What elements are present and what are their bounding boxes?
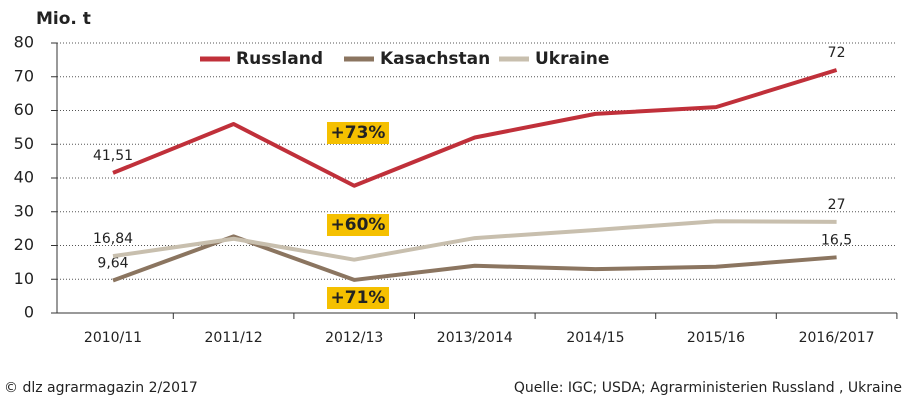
x-tick-label: 2012/13 [325, 330, 383, 346]
y-tick-label: 40 [14, 168, 34, 187]
x-tick-label: 2010/11 [84, 330, 142, 346]
legend-label: Russland [236, 49, 323, 69]
y-tick-label: 80 [14, 33, 34, 52]
annotation: +71% [331, 288, 386, 308]
footer-left: © dlz agrarmagazin 2/2017 [4, 380, 198, 396]
y-tick-label: 30 [14, 201, 34, 220]
value-label: 9,64 [97, 255, 128, 271]
y-tick-label: 70 [14, 66, 34, 85]
x-tick-label: 2013/2014 [437, 330, 513, 346]
x-tick-label: 2014/15 [566, 330, 624, 346]
annotation-box [327, 214, 389, 236]
y-axis-label: Mio. t [36, 9, 91, 29]
x-tick-label: 2011/12 [205, 330, 263, 346]
series-line [112, 234, 837, 283]
annotation: +73% [331, 123, 386, 143]
series-line [112, 68, 838, 188]
annotation-box [327, 287, 389, 309]
legend-label: Kasachstan [380, 49, 490, 69]
y-tick-label: 10 [14, 269, 34, 288]
value-label: 16,5 [821, 232, 852, 248]
y-tick-label: 0 [24, 303, 34, 322]
legend-label: Ukraine [535, 49, 609, 69]
footer-right: Quelle: IGC; USDA; Agrarministerien Russ… [514, 380, 902, 396]
value-label: 72 [828, 45, 846, 61]
series-line [112, 219, 837, 262]
annotation: +60% [331, 215, 386, 235]
x-tick-label: 2015/16 [687, 330, 745, 346]
x-tick-label: 2016/2017 [799, 330, 875, 346]
y-tick-label: 60 [14, 100, 34, 119]
value-label: 16,84 [93, 231, 133, 247]
annotation-box [327, 122, 389, 144]
y-tick-label: 50 [14, 134, 34, 153]
y-tick-label: 20 [14, 235, 34, 254]
value-label: 27 [828, 197, 846, 213]
value-label: 41,51 [93, 148, 133, 164]
